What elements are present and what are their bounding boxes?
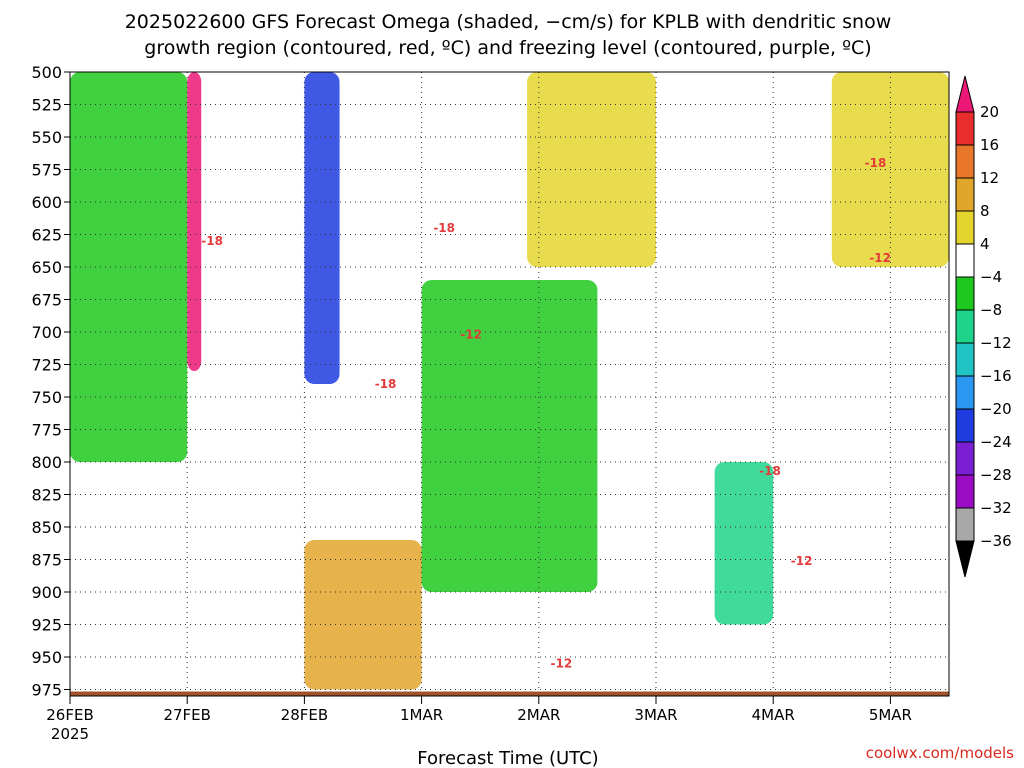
colorbar-seg-12: [955, 474, 975, 509]
plot-frame: [69, 71, 950, 697]
colorbar-tick-0: 20: [980, 103, 999, 121]
colorbar-tick-3: 8: [980, 202, 990, 220]
colorbar-seg-3: [955, 177, 975, 212]
y-tick-label-0: 500: [31, 63, 62, 82]
colorbar-seg-9: [955, 375, 975, 410]
x-tick-label-0: 26FEB: [46, 706, 93, 724]
x-tick-label-1: 27FEB: [163, 706, 210, 724]
y-tick-label-2: 550: [31, 128, 62, 147]
omega-region-6: [714, 462, 774, 625]
y-tick-label-6: 650: [31, 258, 62, 277]
omega-region-4: [421, 280, 598, 592]
colorbar-tick-6: −8: [980, 301, 1002, 319]
colorbar-tick-12: −32: [980, 499, 1012, 517]
contour-label-0: -18: [201, 234, 223, 248]
colorbar-seg-7: [955, 309, 975, 344]
title-line-2: growth region (contoured, red, ºC) and f…: [144, 37, 871, 59]
y-tick-label-7: 675: [31, 291, 62, 310]
temperature-contours: -18 -18 -18 -12 -12 -18 -12 -18 -12: [201, 156, 891, 671]
colorbar-seg-8: [955, 342, 975, 377]
y-tick-label-19: 975: [31, 681, 62, 700]
x-tick-label-5: 3MAR: [634, 706, 677, 724]
y-tick-label-16: 900: [31, 583, 62, 602]
contour-label-1: -18: [375, 377, 397, 391]
x-tick-year: 2025: [51, 725, 89, 743]
colorbar-bottom-arrow: [955, 540, 975, 578]
contour-label-2: -18: [433, 221, 455, 235]
contour-label-5: -18: [759, 464, 781, 478]
x-tick-label-2: 28FEB: [281, 706, 328, 724]
x-tick-label-3: 1MAR: [400, 706, 443, 724]
colorbar: 20 16 12 8 4 −4 −8 −12 −16 −20 −24 −28 −32 −36: [955, 75, 1012, 578]
colorbar-seg-4: [955, 210, 975, 245]
omega-region-2: [304, 72, 340, 384]
y-tick-label-13: 825: [31, 486, 62, 505]
y-tick-label-4: 600: [31, 193, 62, 212]
y-tick-label-15: 875: [31, 551, 62, 570]
colorbar-seg-10: [955, 408, 975, 443]
contour-label-7: -18: [865, 156, 887, 170]
colorbar-tick-9: −20: [980, 400, 1012, 418]
contour-label-6: -12: [791, 554, 813, 568]
colorbar-tick-7: −12: [980, 334, 1012, 352]
y-tick-label-5: 625: [31, 226, 62, 245]
x-tick-label-4: 2MAR: [517, 706, 560, 724]
colorbar-seg-5: [955, 243, 975, 278]
contour-label-4: -12: [551, 657, 573, 671]
y-tick-label-8: 700: [31, 323, 62, 342]
x-axis-label: Forecast Time (UTC): [417, 748, 598, 768]
chart-title: 2025022600 GFS Forecast Omega (shaded, −…: [125, 11, 892, 59]
credit-text: coolwx.com/models: [866, 744, 1014, 762]
colorbar-top-arrow: [955, 75, 975, 113]
colorbar-tick-11: −28: [980, 466, 1012, 484]
y-tick-label-10: 750: [31, 388, 62, 407]
y-tick-label-11: 775: [31, 421, 62, 440]
colorbar-tick-4: 4: [980, 235, 990, 253]
x-axis: 26FEB 27FEB 28FEB 1MAR 2MAR 3MAR 4MAR 5MAR: [46, 696, 912, 724]
terrain-fill: [70, 691, 949, 696]
y-tick-label-3: 575: [31, 161, 62, 180]
omega-region-1: [187, 72, 202, 371]
colorbar-tick-10: −24: [980, 433, 1012, 451]
omega-region-5: [527, 72, 656, 267]
y-tick-label-18: 950: [31, 648, 62, 667]
omega-region-0: [70, 72, 188, 462]
colorbar-tick-1: 16: [980, 136, 999, 154]
contour-label-3: -12: [460, 328, 482, 342]
colorbar-seg-6: [955, 276, 975, 311]
contour-label-8: -12: [869, 251, 891, 265]
colorbar-tick-8: −16: [980, 367, 1012, 385]
omega-region-3: [304, 540, 422, 690]
y-tick-label-17: 925: [31, 616, 62, 635]
y-tick-label-12: 800: [31, 453, 62, 472]
colorbar-seg-11: [955, 441, 975, 476]
y-tick-label-1: 525: [31, 96, 62, 115]
colorbar-tick-5: −4: [980, 268, 1002, 286]
colorbar-tick-13: −36: [980, 532, 1012, 550]
y-tick-label-9: 725: [31, 356, 62, 375]
title-line-1: 2025022600 GFS Forecast Omega (shaded, −…: [125, 11, 892, 33]
terrain-band: [70, 691, 949, 696]
colorbar-seg-2: [955, 144, 975, 179]
x-tick-label-7: 5MAR: [869, 706, 912, 724]
x-tick-label-6: 4MAR: [752, 706, 795, 724]
y-tick-label-14: 850: [31, 518, 62, 537]
plot-area: [70, 72, 949, 696]
colorbar-seg-1: [955, 111, 975, 146]
colorbar-seg-13: [955, 507, 975, 542]
colorbar-tick-2: 12: [980, 169, 999, 187]
y-axis: 500 525 550 575 600 625 650 675 700 725 750 775 800 8…: [31, 63, 70, 700]
